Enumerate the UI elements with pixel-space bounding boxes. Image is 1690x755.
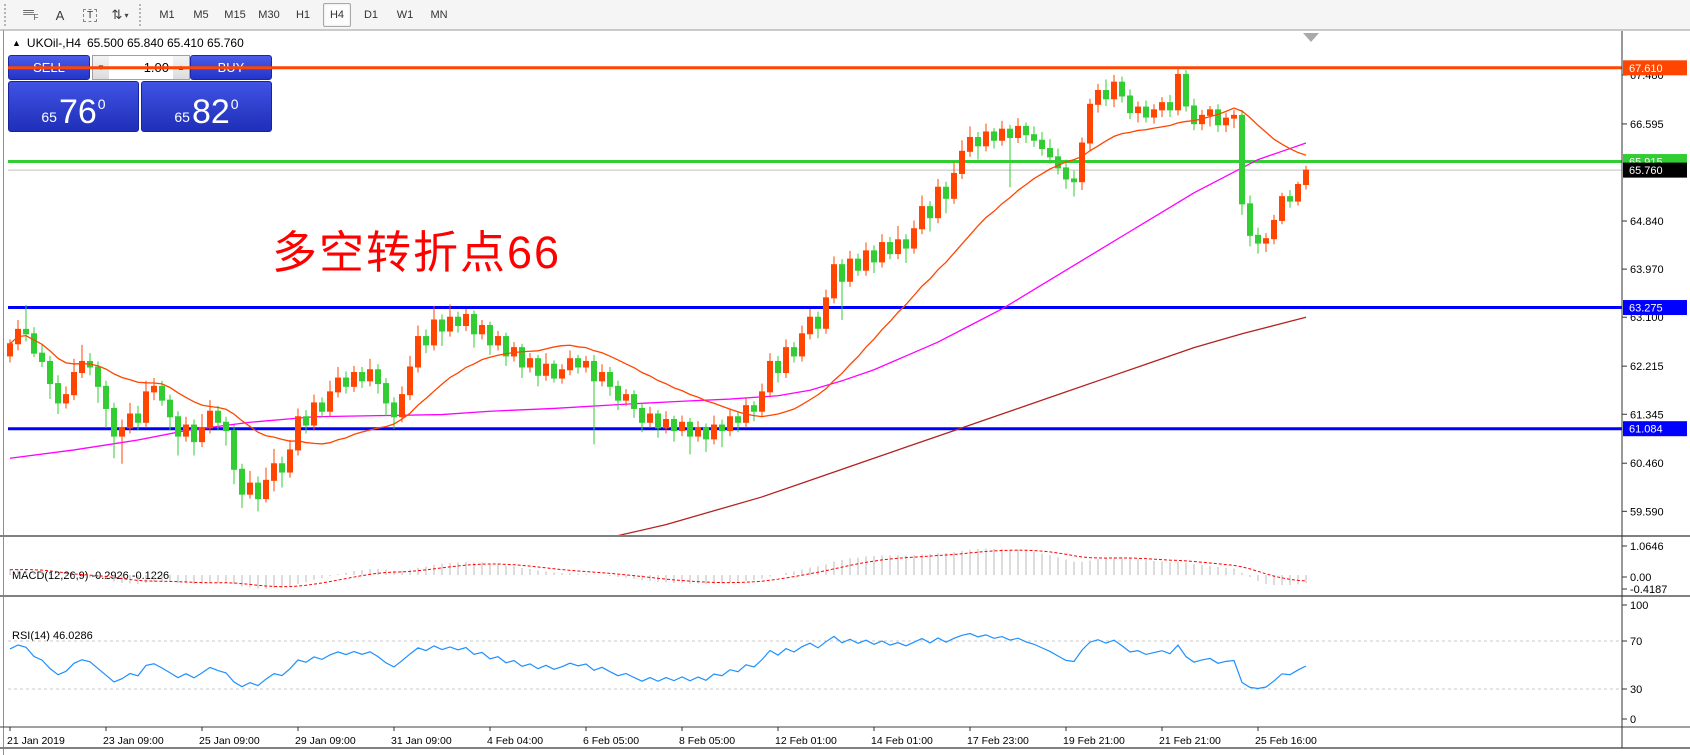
- ohlc-readout: 65.500 65.840 65.410 65.760: [86, 36, 244, 50]
- toolbar-grip[interactable]: [139, 4, 146, 26]
- volume-stepper: ▼ ▲: [92, 55, 190, 80]
- arrow-objects-icon[interactable]: ⇅ ▾: [111, 7, 129, 22]
- timeframe-button-m1[interactable]: M1: [159, 9, 175, 21]
- timeframe-button-m30[interactable]: M30: [258, 9, 280, 21]
- text-annotation-icon[interactable]: A: [55, 7, 65, 23]
- volume-input[interactable]: [109, 56, 173, 79]
- timeframe-bar: M1 M5 M15 M30 H1 H4 D1 W1 MN: [150, 3, 456, 27]
- fibonacci-retracement-icon[interactable]: ≡≡F: [22, 6, 39, 22]
- volume-increase-button[interactable]: ▲: [173, 56, 189, 79]
- buy-button[interactable]: BUY: [190, 55, 272, 80]
- timeframe-button-h1[interactable]: H1: [295, 9, 311, 21]
- one-click-trading-panel: SELL ▼ ▲ BUY 65 76 0 65 82 0: [8, 55, 272, 132]
- timeframe-button-mn[interactable]: MN: [430, 9, 448, 21]
- chart-text-annotation[interactable]: 多空转折点66: [272, 227, 562, 278]
- chevron-down-icon: ▾: [124, 10, 129, 20]
- text-label-icon[interactable]: T: [77, 2, 103, 28]
- window-left-border: [3, 30, 4, 755]
- rsi-indicator-label: RSI(14) 46.0286: [12, 630, 93, 642]
- volume-decrease-button[interactable]: ▼: [93, 56, 109, 79]
- timeframe-button-m5[interactable]: M5: [193, 9, 209, 21]
- timeframe-button-w1[interactable]: W1: [396, 9, 414, 21]
- timeframe-button-d1[interactable]: D1: [363, 9, 379, 21]
- symbol-period-label: UKOil-,H4: [26, 36, 81, 50]
- sell-price-display[interactable]: 65 76 0: [8, 81, 139, 132]
- toolbar: ≡≡F A T ⇅ ▾ M1 M5 M15 M30 H1 H4 D1 W1 MN: [0, 0, 1690, 31]
- buy-price-display[interactable]: 65 82 0: [141, 81, 272, 132]
- chart-title: ▲ UKOil-,H4 65.500 65.840 65.410 65.760: [12, 36, 244, 50]
- toolbar-grip[interactable]: [4, 4, 11, 26]
- sell-button[interactable]: SELL: [8, 55, 90, 80]
- timeframe-button-h4[interactable]: H4: [323, 3, 351, 27]
- chart-window: ▲ UKOil-,H4 65.500 65.840 65.410 65.760 …: [0, 30, 1690, 755]
- collapse-arrow-icon[interactable]: ▲: [12, 38, 21, 48]
- macd-indicator-label: MACD(12,26,9) -0.2926 -0.1226: [12, 570, 170, 582]
- timeframe-button-m15[interactable]: M15: [224, 9, 246, 21]
